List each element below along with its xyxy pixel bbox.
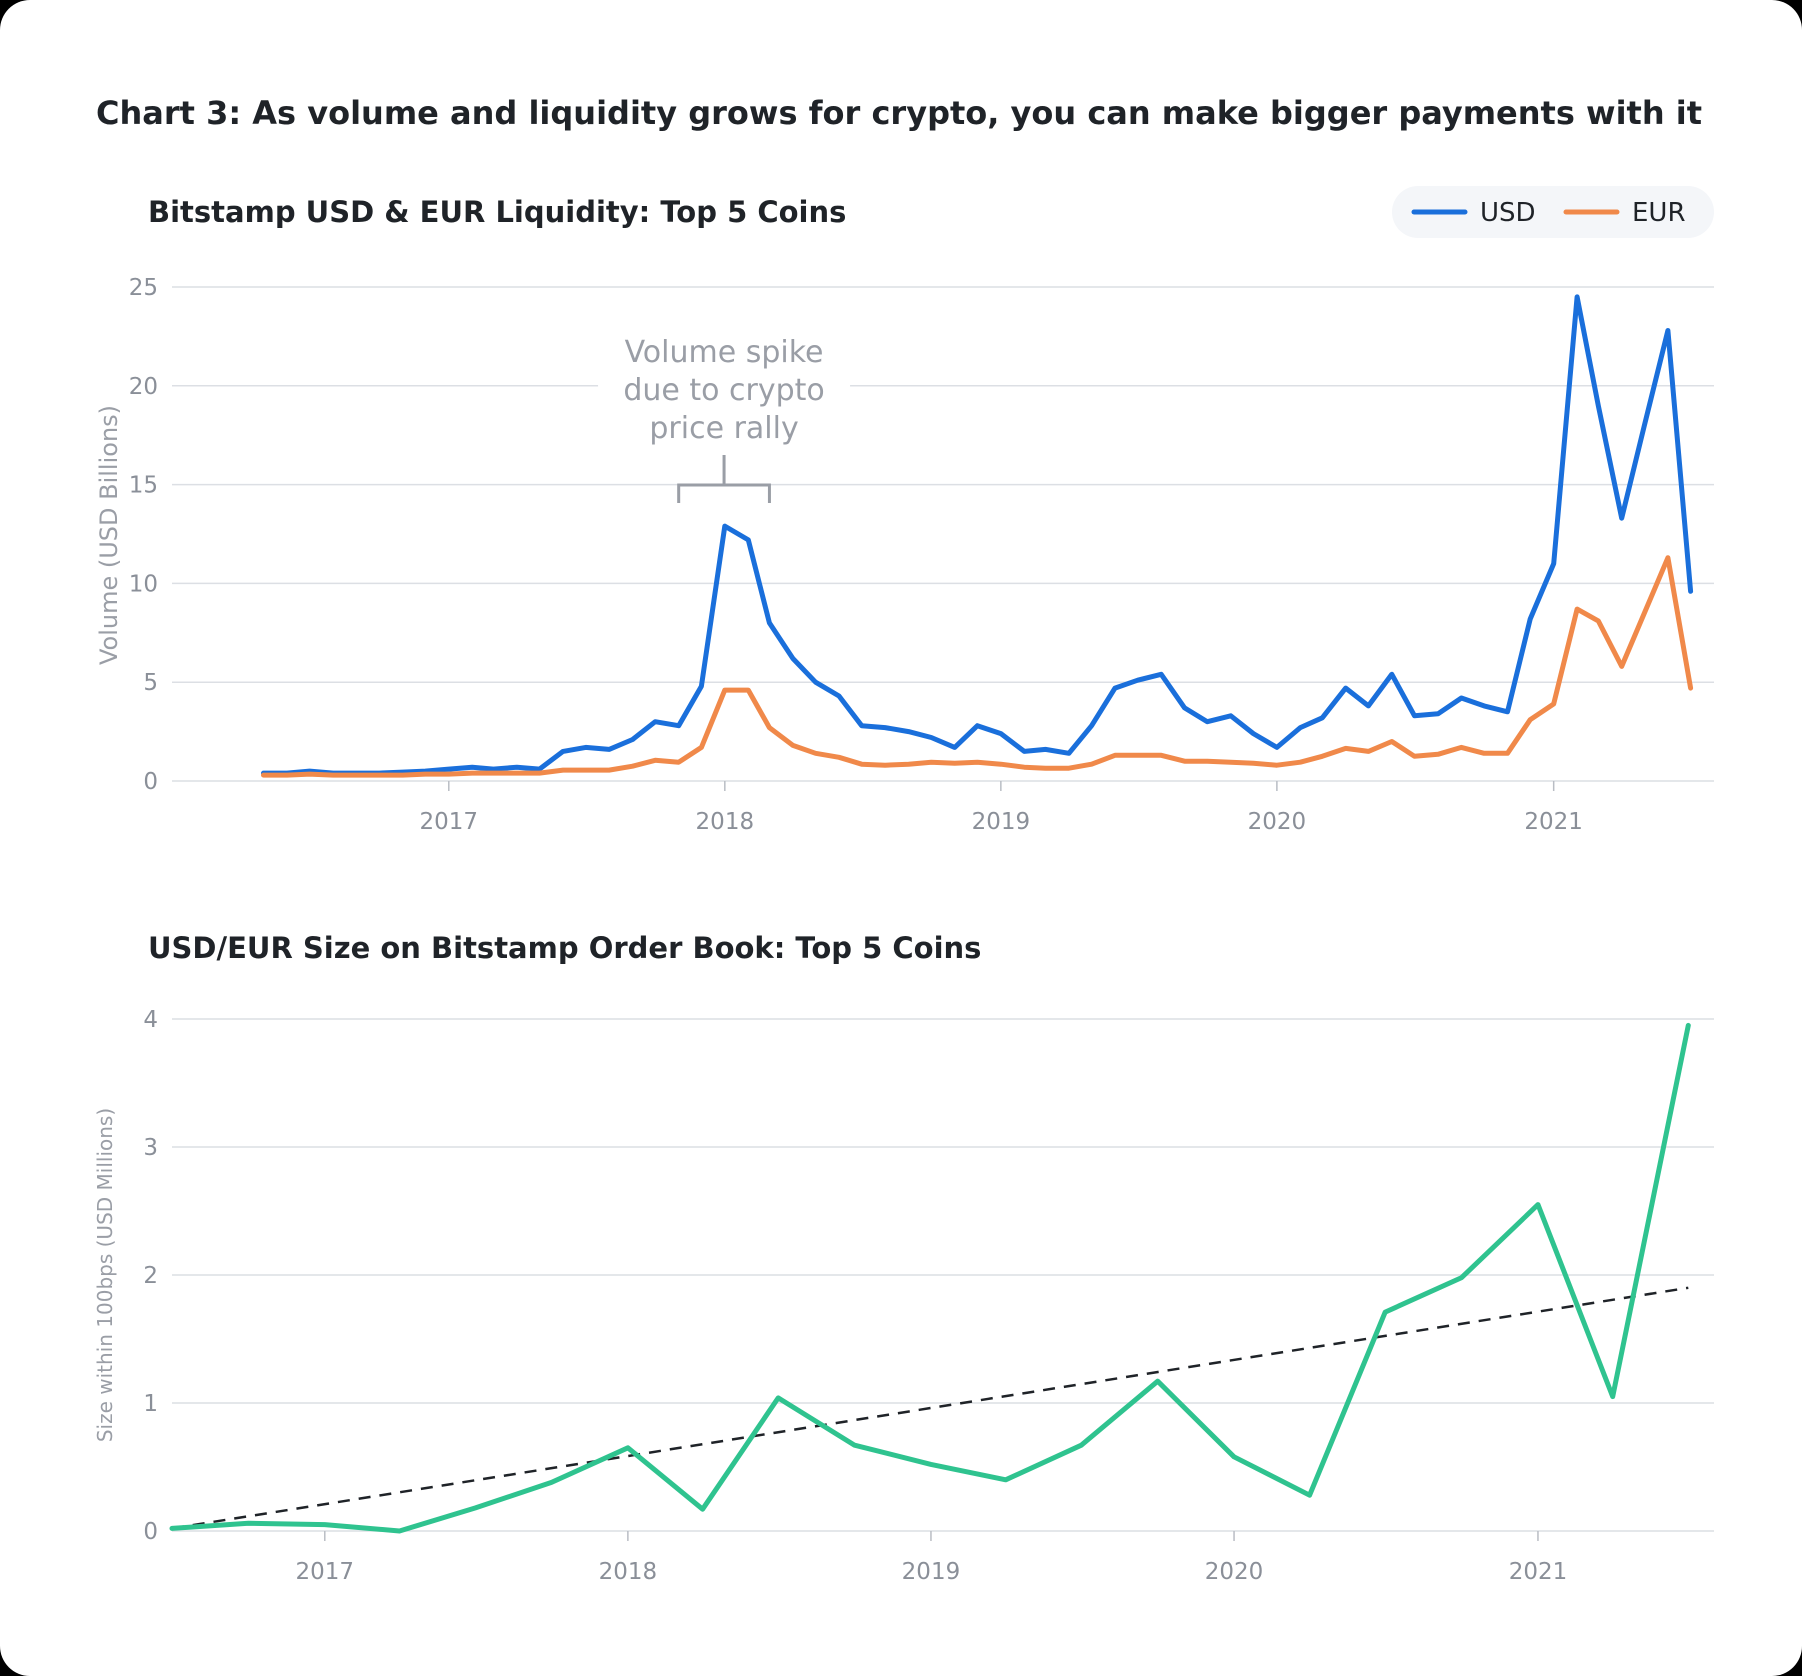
order-book-chart-x-tick-label: 2019	[902, 1559, 961, 1585]
legend-eur-label: EUR	[1632, 198, 1686, 228]
liquidity-chart-y-tick-label: 25	[129, 275, 158, 301]
liquidity-chart-title: Bitstamp USD & EUR Liquidity: Top 5 Coin…	[148, 195, 846, 229]
legend-usd-label: USD	[1480, 198, 1536, 228]
liquidity-chart-eur-line	[261, 555, 1694, 778]
liquidity-chart-y-tick-label: 0	[143, 769, 158, 795]
annotation-bracket	[677, 455, 771, 503]
liquidity-chart-y-tick-label: 5	[143, 670, 158, 696]
order-book-chart-y-tick-label: 3	[143, 1135, 158, 1161]
legend-background	[1392, 186, 1714, 238]
liquidity-chart-x-tick-label: 2017	[420, 809, 479, 835]
order-book-chart-y-tick-label: 1	[143, 1391, 158, 1417]
order-book-chart-size-line	[169, 1022, 1691, 1534]
order-book-chart-title: USD/EUR Size on Bitstamp Order Book: Top…	[148, 931, 981, 965]
liquidity-chart-x-tick-label: 2018	[696, 809, 755, 835]
annotation-text-line: price rally	[649, 411, 798, 446]
liquidity-chart-x-tick-label: 2021	[1524, 809, 1583, 835]
liquidity-chart-y-tick-label: 20	[129, 374, 158, 400]
order-book-chart-x-tick-label: 2020	[1205, 1559, 1264, 1585]
liquidity-chart-y-tick-label: 10	[129, 571, 158, 597]
order-book-chart-grid	[172, 1018, 1714, 1532]
order-book-chart-y-tick-label: 0	[143, 1519, 158, 1545]
liquidity-chart-y-tick-label: 15	[129, 473, 158, 499]
liquidity-chart-x-ticks: 2017 2018 2019 2020 2021	[420, 781, 1583, 835]
annotation-text-line: Volume spike	[625, 335, 824, 370]
annotation-text-backdrop	[607, 334, 842, 370]
order-book-chart-y-tick-label: 2	[143, 1263, 158, 1289]
order-book-chart-y-ticks: 0 1 2 3 4	[143, 1007, 158, 1545]
liquidity-chart-x-tick-label: 2020	[1248, 809, 1307, 835]
annotation-text-backdrop	[616, 410, 833, 446]
order-book-chart-x-tick-label: 2021	[1509, 1559, 1568, 1585]
order-book-chart-y-axis-label: Size within 100bps (USD Millions)	[93, 1108, 117, 1442]
order-book-chart-series	[169, 1022, 1691, 1534]
liquidity-chart-usd-line	[261, 294, 1694, 776]
order-book-chart-trend-line	[171, 1286, 1689, 1530]
annotation-text-backdrop	[598, 372, 851, 408]
liquidity-chart-series	[261, 294, 1694, 778]
order-book-chart-x-tick-label: 2017	[296, 1559, 355, 1585]
order-book-chart: USD/EUR Size on Bitstamp Order Book: Top…	[93, 931, 1714, 1585]
liquidity-chart-grid	[172, 286, 1714, 782]
page-title: Chart 3: As volume and liquidity grows f…	[96, 94, 1702, 132]
legend: USD EUR	[1392, 186, 1714, 238]
order-book-chart-y-tick-label: 4	[143, 1007, 158, 1033]
liquidity-chart-x-tick-label: 2019	[972, 809, 1031, 835]
liquidity-chart-y-ticks: 0 5 10 15 20 25	[129, 275, 158, 795]
annotation-text-line: due to crypto	[623, 373, 824, 408]
order-book-chart-x-ticks: 2017 2018 2019 2020 2021	[296, 1531, 1568, 1585]
liquidity-chart-y-axis-label: Volume (USD Billions)	[95, 405, 123, 665]
liquidity-chart: Bitstamp USD & EUR Liquidity: Top 5 Coin…	[95, 186, 1714, 835]
order-book-chart-x-tick-label: 2018	[599, 1559, 658, 1585]
